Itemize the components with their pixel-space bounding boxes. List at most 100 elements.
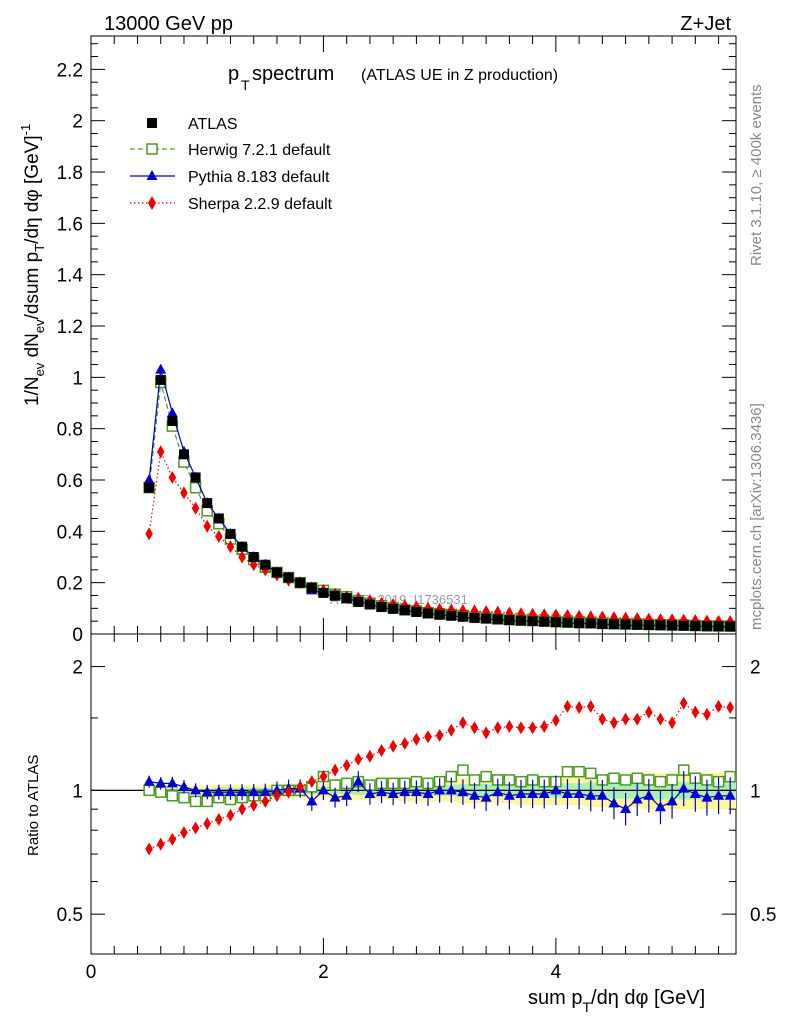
main-y-tick-label: 0.2 (57, 574, 83, 595)
ratio-point-sherpa (319, 770, 328, 784)
main-y-tick-label: 1.8 (57, 163, 83, 184)
data-point-atlas (167, 415, 178, 426)
data-point-atlas (434, 609, 445, 620)
ratio-point-pythia (224, 786, 236, 797)
data-point-sherpa (621, 611, 630, 625)
ylabel-a-sub: ev (32, 362, 47, 376)
data-point-atlas (632, 619, 643, 630)
legend-marker-pythia (146, 170, 158, 180)
ylabel-b-sub: ev (32, 319, 47, 333)
data-point-atlas (457, 611, 468, 622)
ratio-point-sherpa (633, 712, 642, 726)
ratio-point-sherpa (156, 837, 165, 851)
xlabel-b: /dη dφ [GeV] (591, 987, 705, 1009)
ratio-point-pythia (561, 787, 573, 798)
data-point-atlas (574, 618, 585, 629)
data-point-sherpa (226, 540, 235, 554)
ratio-point-pythia (178, 780, 190, 791)
data-point-atlas (643, 620, 654, 631)
data-point-atlas (701, 621, 712, 632)
data-point-atlas (376, 602, 387, 613)
data-point-atlas (178, 449, 189, 460)
ratio-point-pythia (445, 784, 457, 795)
data-point-sherpa (691, 614, 700, 628)
ratio-point-sherpa (342, 758, 351, 772)
data-point-atlas (271, 567, 282, 578)
main-y-tick-label: 2 (72, 112, 83, 133)
ratio-point-pythia (306, 795, 318, 806)
ratio-point-pythia (608, 797, 620, 808)
data-point-atlas (202, 498, 213, 509)
data-point-atlas (492, 614, 503, 625)
ratio-point-sherpa (168, 832, 177, 846)
legend: ATLAS Herwig 7.2.1 default Pythia 8.183 … (130, 116, 333, 213)
legend-label-pythia: Pythia 8.183 default (188, 169, 330, 186)
legend-entry-atlas: ATLAS (147, 116, 238, 133)
ratio-point-sherpa (668, 716, 676, 730)
data-point-sherpa (180, 486, 188, 500)
data-point-atlas (608, 619, 619, 630)
data-point-atlas (364, 599, 375, 610)
data-point-sherpa (191, 501, 200, 515)
title-sub: T (241, 77, 250, 93)
ratio-y-tick-label-right: 0.5 (750, 905, 776, 926)
ratio-point-sherpa (424, 730, 432, 744)
ratio-point-sherpa (703, 707, 711, 721)
ratio-y-axis-label: Ratio to ATLAS (25, 755, 42, 856)
x-tick-label: 2 (318, 962, 329, 983)
ratio-point-sherpa (203, 817, 212, 831)
data-point-atlas (248, 552, 259, 563)
ratio-point-herwig (654, 775, 667, 788)
data-point-atlas (713, 621, 724, 632)
ratio-point-sherpa (459, 716, 467, 730)
ratio-point-herwig (166, 790, 179, 802)
ratio-point-herwig (480, 770, 492, 783)
data-point-sherpa (215, 529, 223, 543)
data-point-atlas (330, 590, 341, 601)
ratio-point-sherpa (377, 744, 386, 758)
ratio-point-sherpa (191, 821, 200, 835)
data-point-pythia (155, 363, 167, 374)
ratio-point-pythia (166, 777, 178, 788)
ratio-point-pythia (190, 784, 202, 795)
series-atlas (144, 374, 736, 632)
ratio-point-sherpa (505, 719, 514, 733)
ratio-point-sherpa (389, 739, 397, 753)
ratio-point-sherpa (226, 808, 235, 822)
data-point-atlas (516, 615, 526, 626)
legend-marker-sherpa (148, 196, 156, 210)
legend-marker-atlas (147, 118, 157, 128)
ratio-point-pythia (724, 789, 736, 800)
data-point-atlas (423, 608, 434, 619)
data-point-atlas (469, 612, 480, 623)
data-point-atlas (597, 618, 608, 629)
ratio-point-sherpa (517, 721, 525, 735)
ylabel-b: dN (22, 333, 43, 363)
ratio-point-sherpa (645, 705, 653, 719)
ratio-point-pythia (503, 789, 515, 800)
data-point-atlas (399, 605, 410, 616)
data-point-sherpa (552, 608, 560, 622)
axis-ticks: 0 0.2 0.4 0.6 0.8 1 1.2 1.4 1.6 1.8 2 2.2 0 2 4 0.5 0.5 1… (57, 36, 776, 983)
data-point-sherpa (238, 550, 246, 564)
data-point-atlas (341, 593, 352, 604)
ratio-point-sherpa (180, 825, 188, 839)
data-point-sherpa (203, 519, 212, 533)
legend-entry-sherpa: Sherpa 2.2.9 default (130, 196, 333, 213)
ratio-point-pythia (259, 786, 271, 797)
ylabel-d: /dη dφ [GeV] (22, 135, 43, 243)
ratio-series-sherpa (145, 696, 734, 856)
x-tick-label: 4 (551, 962, 562, 983)
data-point-atlas (585, 618, 596, 629)
ratio-point-pythia (620, 803, 632, 814)
xlabel-a: sum p (528, 987, 582, 1009)
ratio-point-sherpa (308, 775, 316, 789)
x-axis-label: sum pT/dη dφ [GeV] (528, 987, 705, 1015)
ratio-point-pythia (585, 789, 597, 800)
data-point-atlas (295, 577, 306, 588)
data-point-atlas (446, 610, 457, 621)
ratio-point-pythia (643, 789, 655, 800)
data-point-atlas (155, 374, 166, 385)
ratio-y-tick-label-right: 2 (750, 658, 761, 679)
ratio-point-sherpa (598, 712, 607, 726)
